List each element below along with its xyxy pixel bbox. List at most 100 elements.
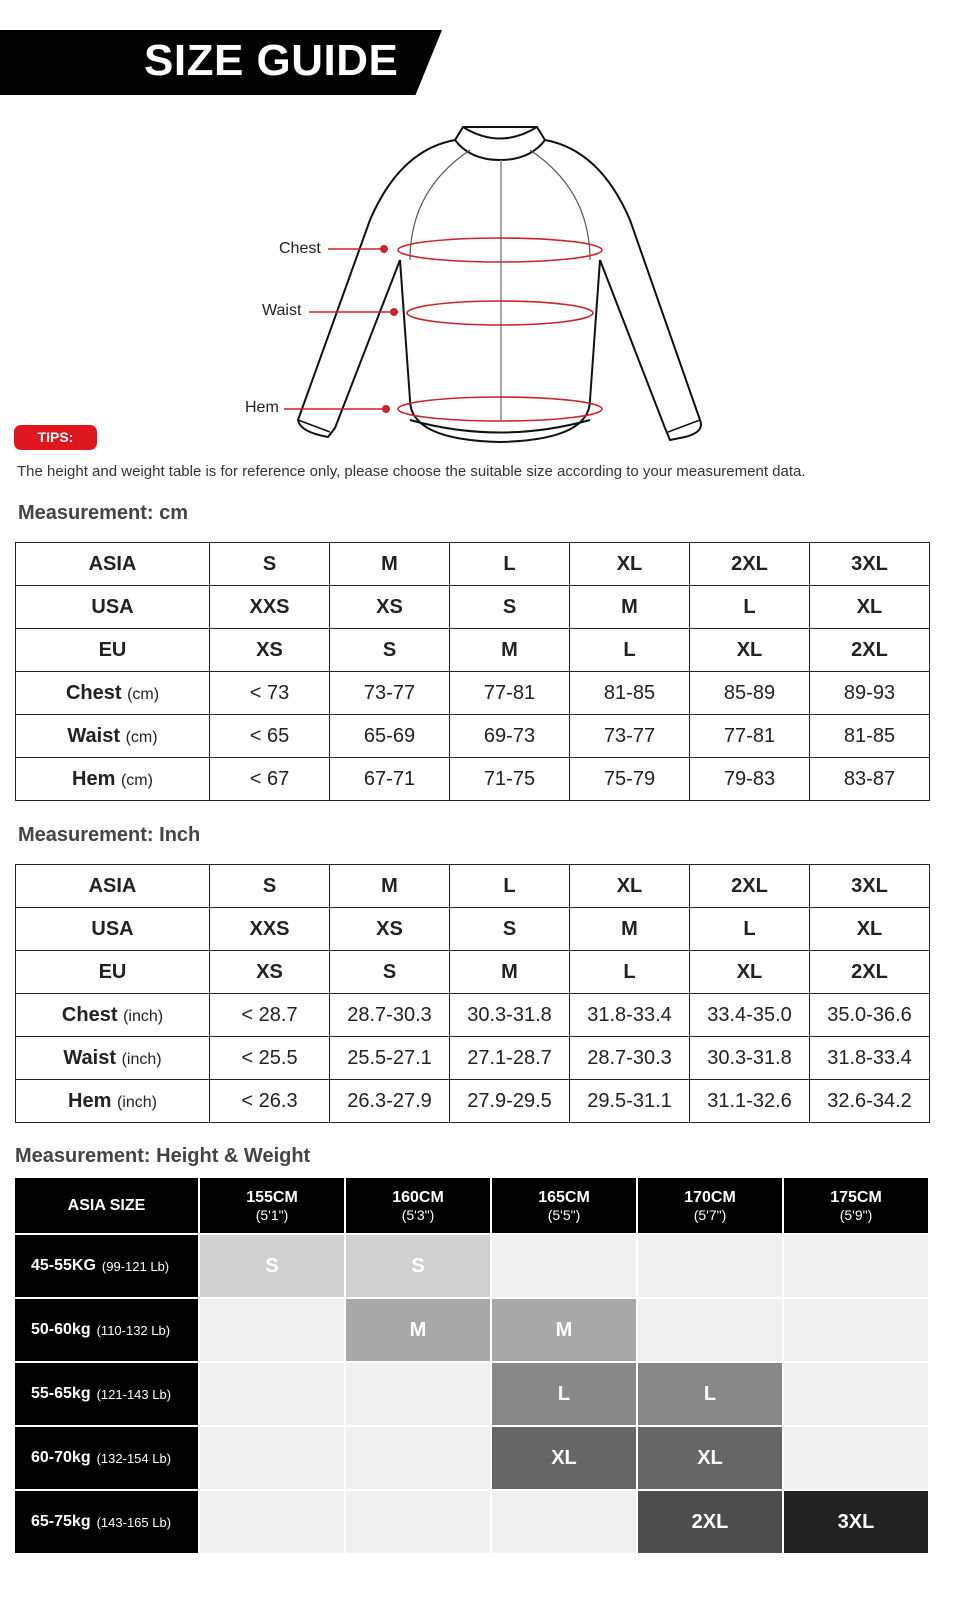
size-cell: S [200,1235,344,1297]
table-cell: XXS [209,585,330,629]
size-cell [346,1427,490,1489]
weight-lb: (143-165 Lb) [96,1514,172,1530]
table-cell: M [329,542,450,586]
table-cell: 73-77 [329,671,450,715]
row-label-text: EU [98,638,127,661]
table-cell: XL [689,628,810,672]
table-cell: XS [209,950,330,994]
asia-size-header: ASIA SIZE [15,1178,198,1233]
table-cell: 33.4-35.0 [689,993,810,1037]
table-row: Hem (cm) < 67 67-71 71-75 75-79 79-83 83-87 [15,757,930,801]
row-label: EU [15,628,210,672]
height-cm: 165CM [538,1188,590,1206]
table-cell: XS [209,628,330,672]
height-header: 165CM (5'5") [492,1178,636,1233]
row-label-text: Waist [63,1046,117,1069]
weight-lb: (110-132 Lb) [96,1322,171,1338]
row-label-text: USA [91,595,134,618]
height-ft: (5'3") [401,1206,435,1223]
weight-lb: (121-143 Lb) [96,1386,172,1402]
height-ft: (5'7") [693,1206,727,1223]
weight-kg: 60-70kg [31,1449,91,1466]
table-cell: 3XL [809,864,930,908]
size-cell: M [492,1299,636,1361]
size-cell: L [492,1363,636,1425]
table-cell: XS [329,585,450,629]
table-cell: M [449,950,570,994]
table-cell: 3XL [809,542,930,586]
row-label-text: ASIA [88,552,137,575]
row-label: Hem (inch) [15,1079,210,1123]
size-cell [200,1363,344,1425]
table-cell: XL [569,542,690,586]
row-unit: (cm) [120,771,153,789]
row-label-text: Chest [61,1003,118,1026]
row-label: Chest (cm) [15,671,210,715]
table-cell: 26.3-27.9 [329,1079,450,1123]
table-cell: S [209,542,330,586]
table-cell: 75-79 [569,757,690,801]
table-cell: 73-77 [569,714,690,758]
weight-lb: (132-154 Lb) [96,1450,172,1466]
table-cell: 81-85 [569,671,690,715]
row-label: Waist (inch) [15,1036,210,1080]
row-unit: (inch) [121,1050,162,1068]
table-cell: 2XL [689,542,810,586]
row-unit: (cm) [127,685,160,703]
table-cell: 89-93 [809,671,930,715]
size-cell: 3XL [784,1491,928,1553]
hem-label: Hem [245,399,279,416]
page-title: SIZE GUIDE [144,36,399,85]
jacket-diagram [284,126,702,444]
table-cell: 71-75 [449,757,570,801]
row-label-text: Waist [67,724,121,747]
table-row: ASIA S M L XL 2XL 3XL [15,542,930,586]
table-row: Waist (cm) < 65 65-69 69-73 73-77 77-81 81-85 [15,714,930,758]
table-cell: XL [809,907,930,951]
table-cell: 27.9-29.5 [449,1079,570,1123]
weight-header: 50-60kg (110-132 Lb) [15,1299,198,1361]
chest-label: Chest [279,240,321,257]
row-unit: (cm) [125,728,158,746]
cm-heading: Measurement: cm [18,502,189,524]
title-banner: SIZE GUIDE [0,30,442,95]
size-cell: XL [638,1427,782,1489]
row-label-text: EU [98,960,127,983]
size-cell [638,1235,782,1297]
row-label-text: Hem [72,767,116,790]
table-cell: 81-85 [809,714,930,758]
table-row: EU XS S M L XL 2XL [15,628,930,672]
table-cell: 83-87 [809,757,930,801]
table-row: ASIA S M L XL 2XL 3XL [15,864,930,908]
weight-kg: 50-60kg [31,1321,91,1338]
table-cell: < 28.7 [209,993,330,1037]
row-label-text: Chest [65,681,122,704]
height-cm: 175CM [830,1188,882,1206]
table-cell: 27.1-28.7 [449,1036,570,1080]
weight-kg: 45-55KG [31,1257,96,1274]
table-cell: M [569,585,690,629]
table-cell: 67-71 [329,757,450,801]
size-cell [638,1299,782,1361]
size-cell [492,1491,636,1553]
table-cell: XL [689,950,810,994]
row-label: USA [15,907,210,951]
size-cell [346,1363,490,1425]
size-cell [784,1299,928,1361]
table-cell: XXS [209,907,330,951]
size-cell [200,1427,344,1489]
table-cell: L [449,864,570,908]
row-label: Chest (inch) [15,993,210,1037]
table-cell: 30.3-31.8 [449,993,570,1037]
table-cell: 35.0-36.6 [809,993,930,1037]
table-cell: 32.6-34.2 [809,1079,930,1123]
table-cell: 28.7-30.3 [329,993,450,1037]
table-cell: L [689,907,810,951]
table-cell: 29.5-31.1 [569,1079,690,1123]
size-cell: L [638,1363,782,1425]
row-label: Waist (cm) [15,714,210,758]
table-cell: 2XL [809,950,930,994]
table-cell: XL [569,864,690,908]
table-cell: < 25.5 [209,1036,330,1080]
row-label: ASIA [15,542,210,586]
